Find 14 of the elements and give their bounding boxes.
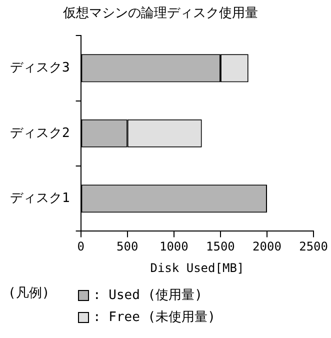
chart-title: 仮想マシンの論理ディスク使用量	[62, 6, 258, 22]
legend-title: (凡例)	[8, 285, 51, 303]
x-tick-label: 500	[116, 240, 138, 254]
x-tick-label: 2000	[252, 240, 282, 254]
x-tick-label: 2500	[299, 240, 328, 254]
legend-label: : Used (使用量)	[93, 287, 202, 304]
x-tick-label: 1000	[159, 240, 188, 254]
legend-label: : Free (未使用量)	[93, 309, 216, 326]
x-tick-label: 1500	[206, 240, 235, 254]
y-tick-label: ディスク3	[10, 60, 70, 76]
x-tick-label: 0	[77, 240, 84, 254]
y-tick-label: ディスク1	[10, 190, 70, 206]
x-axis-title: Disk Used[MB]	[150, 260, 244, 275]
y-tick-label: ディスク2	[10, 126, 70, 141]
